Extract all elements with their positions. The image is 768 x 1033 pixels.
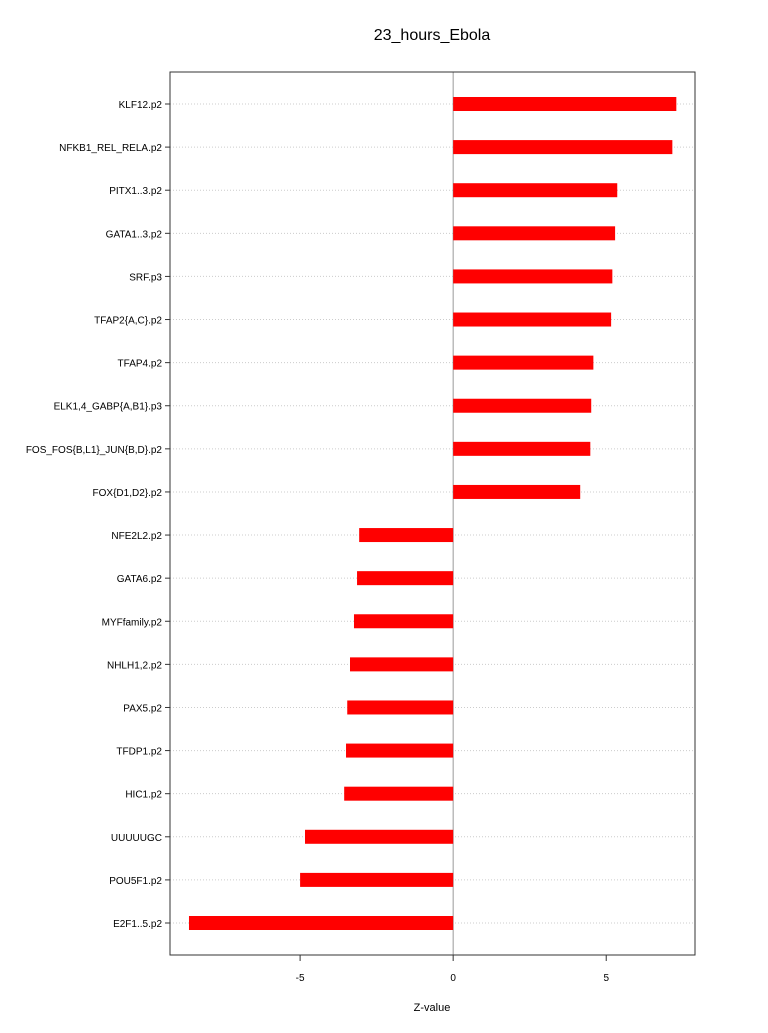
bar-10: [359, 528, 454, 543]
y-tick-label: NHLH1,2.p2: [107, 660, 162, 671]
bar-18: [300, 872, 454, 887]
y-tick-label: HIC1.p2: [125, 790, 162, 801]
y-tick-label: KLF12.p2: [119, 100, 163, 111]
bar-7: [453, 398, 592, 413]
y-tick-label: NFE2L2.p2: [111, 531, 162, 542]
y-tick-label: SRF.p3: [129, 272, 162, 283]
y-tick-label: TFAP2{A,C}.p2: [94, 316, 162, 327]
bar-3: [453, 226, 616, 241]
y-tick-label: PITX1..3.p2: [109, 186, 162, 197]
bar-16: [344, 786, 454, 801]
bar-13: [350, 657, 454, 672]
y-tick-label: FOX{D1,D2}.p2: [93, 488, 163, 499]
y-tick-label: PAX5.p2: [123, 703, 162, 714]
bar-6: [453, 355, 594, 370]
x-tick-label: 0: [450, 973, 456, 984]
y-tick-label: E2F1..5.p2: [113, 919, 162, 930]
bar-14: [347, 700, 454, 715]
y-tick-label: UUUUUGC: [111, 833, 162, 844]
x-tick-label: -5: [296, 973, 305, 984]
plot-frame: [169, 71, 696, 956]
y-tick-label: FOS_FOS{B,L1}_JUN{B,D}.p2: [26, 445, 163, 456]
bar-17: [305, 829, 454, 844]
bar-15: [346, 743, 454, 758]
bar-8: [453, 441, 591, 456]
y-tick-label: MYFfamily.p2: [102, 617, 163, 628]
bar-0: [453, 97, 677, 111]
chart-title: 23_hours_Ebola: [374, 27, 491, 44]
x-axis-label: Z-value: [414, 1002, 451, 1014]
y-tick-label: TFAP4.p2: [118, 359, 163, 370]
y-tick-label: GATA1..3.p2: [106, 229, 163, 240]
bar-2: [453, 183, 618, 198]
bar-4: [453, 269, 613, 284]
y-tick-label: POU5F1.p2: [109, 876, 162, 887]
bar-11: [357, 571, 454, 586]
bar-5: [453, 312, 612, 327]
y-tick-label: GATA6.p2: [117, 574, 163, 585]
bar-12: [353, 614, 454, 629]
y-tick-label: ELK1,4_GABP{A,B1}.p3: [54, 402, 163, 413]
x-tick-label: 5: [603, 973, 609, 984]
y-tick-label: TFDP1.p2: [116, 747, 162, 758]
bar-19: [188, 916, 454, 930]
bar-9: [453, 484, 581, 499]
bar-1: [453, 140, 673, 155]
y-tick-label: NFKB1_REL_RELA.p2: [59, 143, 162, 154]
